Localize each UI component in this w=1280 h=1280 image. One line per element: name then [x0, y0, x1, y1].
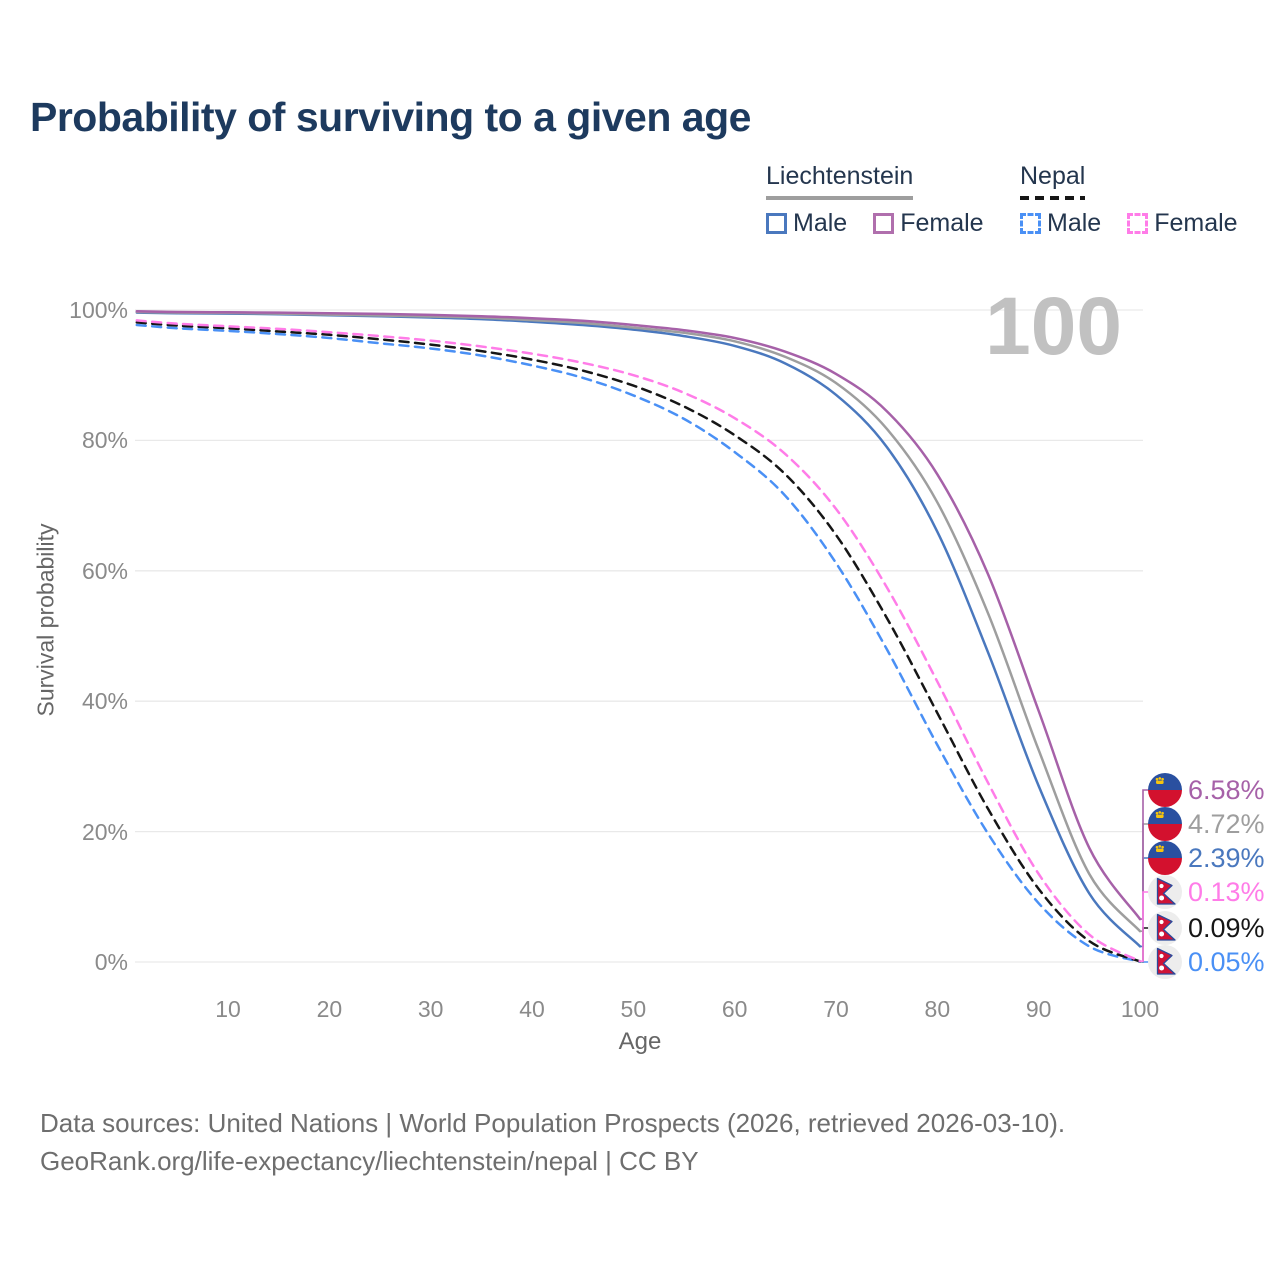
x-tick-label: 10 — [215, 996, 241, 1022]
legend-item-nepal-female[interactable]: Female — [1127, 209, 1238, 238]
nepal-flag-icon — [1148, 911, 1182, 945]
legend-group-label: Nepal — [1020, 162, 1086, 190]
y-tick-label: 20% — [81, 818, 128, 845]
legend-title-nepal[interactable]: Nepal — [1020, 162, 1086, 200]
legend-group-liechtenstein: Liechtenstein Male Female — [766, 162, 984, 238]
dashed-line-swatch-icon — [1127, 213, 1149, 234]
y-tick-label: 60% — [81, 557, 128, 584]
legend-item-liechtenstein-male[interactable]: Male — [766, 209, 847, 238]
x-tick-label: 70 — [823, 996, 849, 1022]
end-label-nepal: 0.09% — [1147, 910, 1265, 946]
end-label-nepal-female: 0.13% — [1147, 874, 1265, 910]
y-tick-label: 80% — [81, 427, 128, 454]
leader-line — [1141, 891, 1150, 963]
legend-item-label: Male — [1047, 209, 1102, 237]
end-value: 6.58% — [1188, 774, 1265, 805]
x-tick-label: 20 — [316, 996, 343, 1022]
legend-item-nepal-male[interactable]: Male — [1020, 209, 1101, 238]
legend-item-label: Female — [1154, 209, 1238, 237]
legend-title-liechtenstein[interactable]: Liechtenstein — [766, 162, 914, 200]
data-source-note: Data sources: United Nations | World Pop… — [40, 1108, 1066, 1138]
end-value: 0.09% — [1188, 912, 1265, 943]
y-tick-label: 100% — [69, 297, 128, 323]
age-watermark: 100 — [985, 281, 1122, 372]
end-label-liechtenstein: 4.72% — [1147, 806, 1265, 842]
x-axis-title: Age — [618, 1028, 662, 1055]
line-swatch-icon — [873, 213, 895, 234]
liechtenstein-flag-icon — [1148, 807, 1182, 841]
end-value: 0.13% — [1188, 876, 1265, 907]
attribution-url: GeoRank.org/life-expectancy/liechtenstei… — [40, 1146, 699, 1176]
series-line-liechtenstein-female[interactable] — [135, 310, 1142, 921]
legend-item-label: Male — [793, 209, 848, 237]
leader-line — [1141, 789, 1150, 920]
x-tick-label: 30 — [417, 996, 444, 1022]
liechtenstein-flag-icon — [1148, 773, 1182, 807]
end-label-liechtenstein-female: 6.58% — [1147, 772, 1265, 808]
legend-underline-solid — [766, 196, 914, 200]
series-line-liechtenstein[interactable] — [135, 310, 1142, 933]
legend-item-liechtenstein-female[interactable]: Female — [873, 209, 984, 238]
end-value: 4.72% — [1188, 808, 1265, 839]
line-swatch-icon — [766, 213, 787, 234]
y-tick-label: 0% — [94, 949, 128, 975]
end-value: 0.05% — [1188, 946, 1265, 977]
liechtenstein-flag-icon — [1148, 841, 1182, 875]
end-value: 2.39% — [1188, 842, 1265, 873]
legend-group-label: Liechtenstein — [766, 162, 914, 190]
y-tick-label: 40% — [81, 688, 128, 715]
x-tick-label: 40 — [519, 996, 545, 1022]
legend-underline-dashed — [1020, 196, 1086, 200]
x-tick-label: 100 — [1120, 996, 1160, 1022]
legend-item-label: Female — [900, 209, 984, 237]
end-label-liechtenstein-male: 2.39% — [1147, 840, 1265, 876]
series-line-nepal[interactable] — [135, 321, 1142, 963]
series-line-nepal-female[interactable] — [135, 319, 1142, 963]
end-label-nepal-male: 0.05% — [1147, 944, 1265, 980]
series-line-liechtenstein-male[interactable] — [135, 311, 1142, 948]
legend-group-nepal: Nepal Male Female — [1020, 162, 1238, 238]
x-tick-label: 50 — [620, 996, 647, 1022]
series-line-nepal-male[interactable] — [135, 323, 1142, 963]
nepal-flag-icon — [1148, 875, 1182, 909]
dashed-line-swatch-icon — [1020, 213, 1041, 234]
x-tick-label: 80 — [924, 996, 951, 1022]
nepal-flag-icon — [1148, 945, 1182, 979]
x-tick-label: 90 — [1025, 996, 1052, 1022]
page-title: Probability of surviving to a given age — [30, 94, 751, 140]
x-tick-label: 60 — [721, 996, 748, 1022]
